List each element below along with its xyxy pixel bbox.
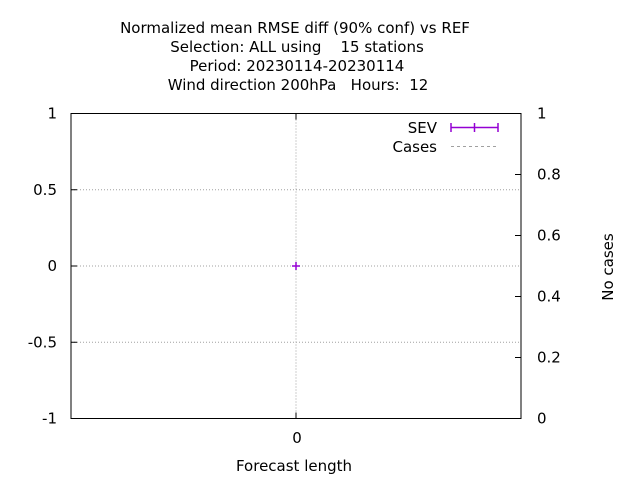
sev-point (292, 262, 300, 270)
y2-tick-label: 0.4 (537, 288, 561, 306)
x-tick-labels: 0 (292, 429, 302, 447)
y2-tick-label: 1 (537, 105, 547, 123)
y-tick-label: -1 (42, 410, 57, 428)
x-axis-label: Forecast length (236, 457, 352, 475)
y2-axis-label: No cases (599, 233, 617, 301)
y-tick-label: 0.5 (33, 181, 57, 199)
chart-title: Normalized mean RMSE diff (90% conf) vs … (120, 19, 470, 94)
legend-label-sev: SEV (408, 119, 438, 137)
legend-sample-sev (450, 123, 499, 132)
title-line-2: Selection: ALL using 15 stations (170, 38, 424, 56)
axis-ticks (71, 113, 521, 419)
y2-tick-label: 0.8 (537, 166, 561, 184)
y2-tick-label: 0.6 (537, 227, 561, 245)
y-tick-label: 1 (47, 105, 57, 123)
y-tick-label: -0.5 (28, 333, 57, 351)
legend: SEV Cases (392, 119, 499, 156)
title-line-4: Wind direction 200hPa Hours: 12 (168, 76, 429, 94)
y2-tick-label: 0.2 (537, 349, 561, 367)
y2-tick-label: 0 (537, 410, 547, 428)
data-marks (292, 262, 300, 270)
title-line-1: Normalized mean RMSE diff (90% conf) vs … (120, 19, 470, 37)
title-line-3: Period: 20230114-20230114 (190, 57, 405, 75)
legend-label-cases: Cases (392, 138, 437, 156)
y-tick-labels: 1 0.5 0 -0.5 -1 (28, 105, 57, 428)
y2-tick-labels: 1 0.8 0.6 0.4 0.2 0 (537, 105, 561, 428)
y-tick-label: 0 (47, 257, 57, 275)
x-tick-label: 0 (292, 429, 302, 447)
